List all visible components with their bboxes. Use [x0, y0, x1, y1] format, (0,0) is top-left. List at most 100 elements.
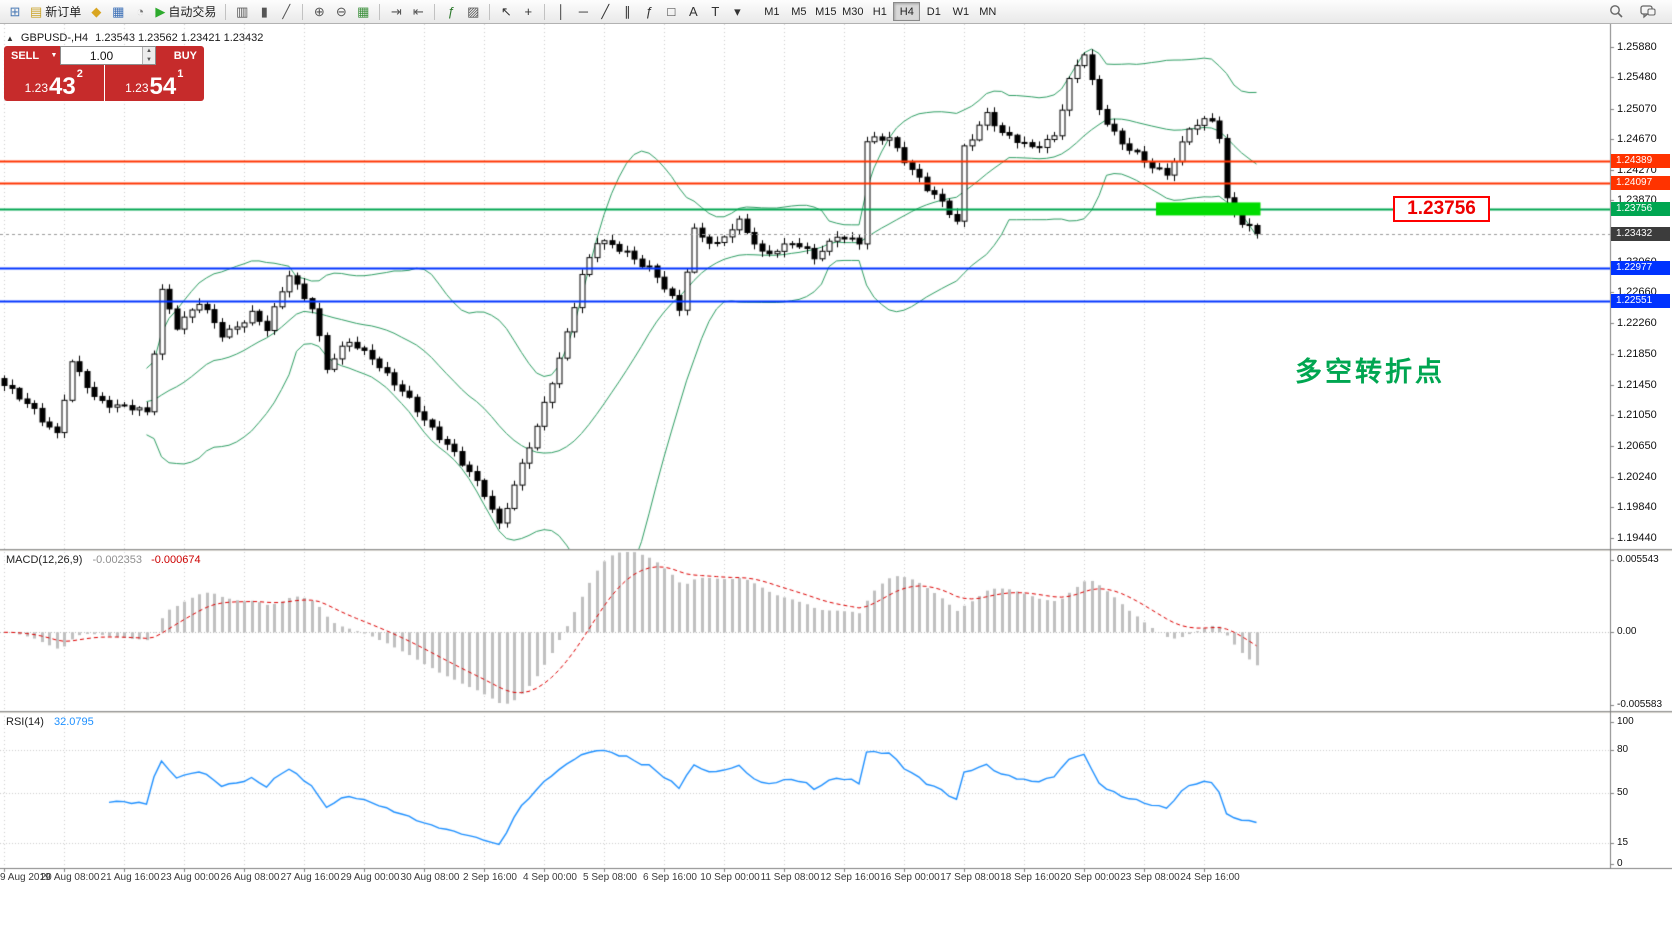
- price-axis-label: 1.21850: [1617, 348, 1657, 361]
- time-axis-label: 27 Aug 16:00: [280, 872, 340, 883]
- price-callout-label: 1.23756: [1393, 195, 1490, 222]
- time-axis-label: 24 Sep 16:00: [1180, 872, 1240, 883]
- indicators-button[interactable]: ƒ: [440, 2, 462, 22]
- horizontal-line-button[interactable]: ─: [572, 2, 594, 22]
- chart-shift-icon: ⇤: [412, 4, 424, 19]
- price-axis-label: 1.19440: [1617, 531, 1657, 544]
- text-icon: A: [688, 4, 698, 19]
- rsi-scale-label: 0: [1617, 858, 1623, 869]
- autotrading-label: 自动交易: [168, 5, 217, 19]
- price-axis-label: 1.21050: [1617, 409, 1657, 422]
- quick-search-button[interactable]: [1605, 2, 1628, 22]
- volume-box: ▲ ▼: [60, 46, 156, 65]
- price-axis-label: 1.25880: [1617, 41, 1657, 53]
- tile-windows-icon: ▦: [357, 4, 370, 19]
- shapes-icon: □: [667, 4, 676, 19]
- crosshair-button[interactable]: +: [517, 2, 539, 22]
- timeframe-m1-button[interactable]: M1: [764, 5, 780, 18]
- time-axis-label: 5 Sep 08:00: [583, 872, 637, 883]
- volume-input[interactable]: [61, 47, 142, 64]
- timeframe-toolbar: M1 M5 M15 M30 H1 H4 D1 W1 MN: [758, 2, 1001, 21]
- crosshair-icon: +: [524, 4, 533, 19]
- community-chat-button[interactable]: [1636, 2, 1660, 22]
- templates-icon: ▨: [467, 4, 480, 19]
- auto-scroll-icon: ⇥: [390, 4, 402, 19]
- timeframe-mn-button[interactable]: MN: [979, 5, 997, 18]
- auto-scroll-button[interactable]: ⇥: [385, 2, 407, 22]
- autotrading-icon: ▶: [155, 4, 166, 19]
- time-axis-label: 23 Sep 08:00: [1120, 872, 1180, 883]
- bar-chart-button[interactable]: ▥: [231, 2, 253, 22]
- timeframe-m15-button[interactable]: M15: [815, 5, 837, 18]
- time-axis-label: 16 Sep 00:00: [880, 872, 940, 883]
- search-icon: [1610, 5, 1623, 18]
- timeframe-h1-button[interactable]: H1: [872, 5, 887, 18]
- shapes-button[interactable]: □: [660, 2, 682, 22]
- price-axis-label: 1.22260: [1617, 316, 1657, 329]
- volume-decrease-button[interactable]: ▼: [143, 55, 155, 64]
- sell-price-big: 43: [49, 73, 76, 100]
- price-axis-label: 1.24670: [1617, 133, 1657, 146]
- new-chart-button[interactable]: ⊞: [4, 2, 26, 22]
- equidistant-channel-button[interactable]: ∥: [616, 2, 638, 22]
- strategy-tester-button[interactable]: ◔: [129, 2, 151, 22]
- one-click-collapse-icon[interactable]: ▲: [6, 33, 14, 43]
- price-axis-label: 1.21450: [1617, 378, 1657, 391]
- sell-price-button[interactable]: 1.23 43 2: [4, 65, 104, 101]
- toolbar-separator: [434, 3, 436, 20]
- timeframe-w1-button[interactable]: W1: [952, 5, 970, 18]
- templates-button[interactable]: ▨: [462, 2, 484, 22]
- chart-overlay: ▲ GBPUSD-,H4 1.23543 1.23562 1.23421 1.2…: [0, 24, 1672, 949]
- tile-windows-button[interactable]: ▦: [352, 2, 374, 22]
- buy-button[interactable]: BUY: [156, 46, 204, 65]
- toolbar-separator: [225, 3, 227, 20]
- volume-increase-button[interactable]: ▲: [143, 47, 155, 56]
- timeframe-d1-button[interactable]: D1: [926, 5, 941, 18]
- symbol-period-text: GBPUSD-,H4: [20, 32, 89, 44]
- one-click-menu-arrow-icon[interactable]: ▼: [48, 46, 60, 65]
- line-chart-button[interactable]: ╱: [275, 2, 297, 22]
- macd-signal-value: -0.000674: [151, 554, 201, 566]
- toolbar-separator: [302, 3, 304, 20]
- trendline-button[interactable]: ╱: [594, 2, 616, 22]
- terminal-button[interactable]: ▦: [107, 2, 129, 22]
- time-axis-label: 20 Aug 08:00: [40, 872, 100, 883]
- turning-point-annotation: 多空转折点: [1295, 357, 1445, 387]
- new-order-button[interactable]: ▤ 新订单: [26, 2, 85, 22]
- timeframe-m5-button[interactable]: M5: [791, 5, 807, 18]
- buy-price-sup: 1: [177, 68, 184, 80]
- chart-canvas[interactable]: [0, 24, 1672, 949]
- time-axis-label: 6 Sep 16:00: [643, 872, 697, 883]
- cursor-button[interactable]: ↖: [495, 2, 517, 22]
- time-axis-label: 12 Sep 16:00: [820, 872, 880, 883]
- timeframe-m30-button[interactable]: M30: [842, 5, 864, 18]
- metaeditor-button[interactable]: ◆: [85, 2, 107, 22]
- price-axis-tag: 1.24389: [1611, 153, 1670, 168]
- vertical-line-button[interactable]: │: [550, 2, 572, 22]
- time-axis-label: 11 Sep 08:00: [760, 872, 820, 883]
- new-chart-icon: ⊞: [9, 4, 21, 19]
- time-axis-label: 2 Sep 16:00: [463, 872, 517, 883]
- volume-spinner: ▲ ▼: [142, 47, 155, 64]
- buy-price-button[interactable]: 1.23 54 1: [104, 65, 204, 101]
- candlestick-chart-button[interactable]: ▮: [253, 2, 275, 22]
- chart-shift-button[interactable]: ⇤: [407, 2, 429, 22]
- arrows-dropdown-button[interactable]: ▾: [726, 2, 748, 22]
- zoom-in-button[interactable]: ⊕: [308, 2, 330, 22]
- rsi-indicator-label: RSI(14) 32.0795: [6, 716, 94, 728]
- text-button[interactable]: A: [682, 2, 704, 22]
- zoom-in-icon: ⊕: [313, 4, 325, 19]
- terminal-icon: ▦: [112, 4, 125, 19]
- timeframe-h4-button[interactable]: H4: [893, 2, 921, 21]
- price-axis-tag: 1.23756: [1611, 201, 1670, 216]
- time-axis-label: 10 Sep 00:00: [700, 872, 760, 883]
- sell-button[interactable]: SELL: [4, 46, 48, 65]
- text-label-button[interactable]: T: [704, 2, 726, 22]
- toolbar-buttons: ⊞ ▤ 新订单 ◆ ▦ ◔ ▶ 自动交易 ▥ ▮ ╱ ⊕ ⊖ ▦ ⇥ ⇤ ƒ ▨ ↖ + │ ─ ╱ ∥ ƒ □ A T ▾: [4, 2, 748, 22]
- price-axis-tag: 1.22977: [1611, 261, 1670, 276]
- autotrading-button[interactable]: ▶ 自动交易: [151, 2, 220, 22]
- zoom-out-button[interactable]: ⊖: [330, 2, 352, 22]
- chat-bubble-icon: [1640, 4, 1656, 18]
- time-axis-label: 30 Aug 08:00: [400, 872, 460, 883]
- fibonacci-button[interactable]: ƒ: [638, 2, 660, 22]
